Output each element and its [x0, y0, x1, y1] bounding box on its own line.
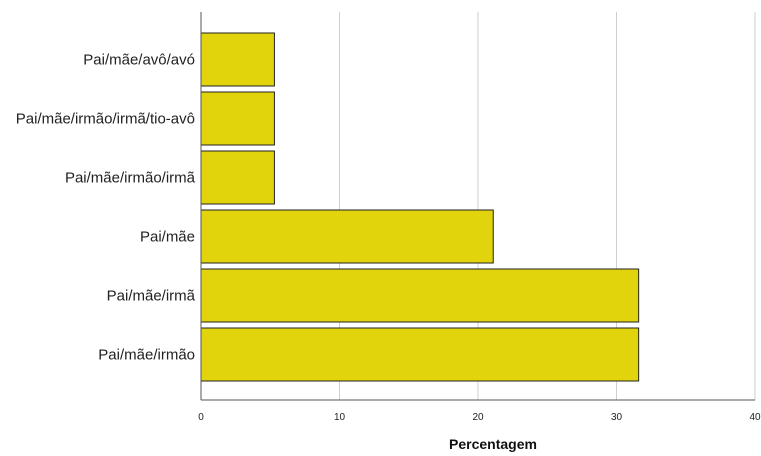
x-tick-labels: 0 10 20 30 40 [198, 412, 761, 423]
x-tick-label: 40 [749, 412, 761, 423]
x-tick-label: 0 [198, 412, 204, 423]
category-label: Pai/mãe/avô/avó [83, 52, 195, 69]
category-label: Pai/mãe/irmão/irmã [65, 170, 196, 187]
x-tick-label: 20 [472, 412, 484, 423]
bars [200, 32, 640, 382]
category-labels: Pai/mãe/avô/avó Pai/mãe/irmão/irmã/tio-av… [16, 52, 196, 364]
bar-6 [200, 327, 640, 382]
x-tick-label: 10 [334, 412, 346, 423]
category-label: Pai/mãe/irmão [98, 347, 195, 364]
category-label: Pai/mãe [140, 229, 195, 246]
x-tick-label: 30 [611, 412, 623, 423]
x-axis-title: Percentagem [449, 436, 537, 452]
bar-5 [200, 268, 640, 323]
category-label: Pai/mãe/irmão/irmã/tio-avô [16, 111, 195, 128]
bar-3 [200, 150, 275, 205]
bar-1 [200, 32, 275, 87]
bar-2 [200, 91, 275, 146]
category-label: Pai/mãe/irmã [107, 288, 196, 305]
bar-4 [200, 209, 494, 264]
